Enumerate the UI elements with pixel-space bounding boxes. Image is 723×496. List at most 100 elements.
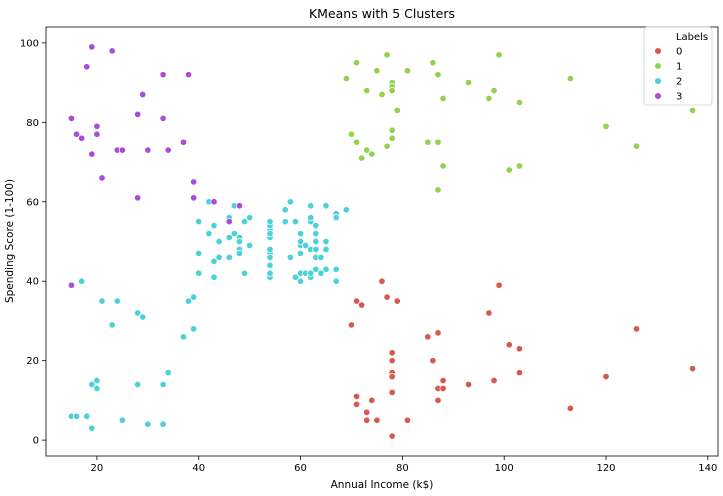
data-point-cluster-2: [286, 198, 294, 206]
data-point-cluster-0: [388, 357, 396, 365]
data-point-cluster-2: [195, 249, 203, 257]
data-point-cluster-2: [317, 253, 325, 261]
x-tick-label: 40: [192, 463, 205, 474]
data-point-cluster-2: [184, 297, 193, 305]
legend-label-0: 0: [676, 47, 682, 58]
data-point-cluster-2: [296, 237, 305, 246]
data-point-cluster-2: [78, 277, 86, 285]
data-point-cluster-1: [373, 67, 381, 75]
data-point-cluster-1: [439, 162, 447, 170]
data-point-cluster-2: [312, 230, 320, 238]
legend-label-3: 3: [676, 92, 682, 103]
y-tick-label: 80: [26, 118, 39, 129]
data-point-cluster-2: [266, 269, 274, 277]
data-point-cluster-0: [388, 349, 396, 357]
data-point-cluster-0: [602, 373, 610, 381]
legend-label-2: 2: [676, 77, 682, 88]
data-point-cluster-0: [378, 277, 386, 285]
y-tick-label: 40: [26, 277, 39, 288]
data-point-cluster-2: [240, 218, 249, 226]
data-point-cluster-2: [322, 265, 330, 273]
plot-area: [45, 26, 719, 457]
data-point-cluster-2: [235, 237, 244, 246]
data-point-cluster-3: [139, 90, 147, 99]
data-point-cluster-1: [378, 90, 386, 99]
legend-marker-2: [654, 77, 662, 85]
data-point-cluster-0: [363, 416, 371, 424]
data-point-cluster-2: [296, 249, 305, 257]
data-point-cluster-2: [93, 384, 101, 393]
data-point-cluster-0: [495, 281, 503, 289]
data-point-cluster-2: [296, 230, 305, 238]
data-point-cluster-1: [358, 154, 366, 162]
data-point-cluster-1: [403, 67, 412, 75]
data-point-cluster-2: [144, 420, 152, 428]
y-axis-label: Spending Score (1-100): [4, 179, 16, 303]
data-point-cluster-1: [352, 138, 361, 146]
data-point-cluster-2: [83, 412, 91, 420]
x-tick-label: 120: [596, 463, 615, 474]
data-point-cluster-3: [190, 178, 198, 186]
data-point-cluster-0: [388, 432, 396, 440]
x-tick-label: 20: [91, 463, 104, 474]
data-point-cluster-2: [190, 293, 198, 301]
data-point-cluster-0: [388, 388, 396, 396]
legend-label-1: 1: [676, 62, 682, 73]
data-point-cluster-3: [83, 63, 91, 71]
data-point-cluster-2: [266, 230, 274, 238]
data-point-cluster-2: [205, 230, 213, 238]
data-point-cluster-3: [184, 71, 193, 79]
data-point-cluster-2: [98, 297, 106, 305]
data-point-cluster-2: [235, 249, 244, 257]
data-point-cluster-0: [352, 392, 361, 400]
legend-marker-0: [654, 47, 662, 55]
data-point-cluster-1: [485, 94, 493, 103]
data-point-cluster-0: [485, 309, 493, 317]
data-point-cluster-2: [118, 416, 126, 424]
data-point-cluster-3: [67, 281, 76, 289]
data-point-cluster-2: [307, 214, 315, 222]
data-point-cluster-2: [215, 237, 223, 246]
data-point-cluster-1: [363, 87, 371, 95]
data-point-cluster-0: [439, 384, 447, 393]
data-point-cluster-2: [322, 245, 330, 253]
y-axis: 0 20 40 60 80 100: [20, 38, 46, 447]
data-point-cluster-3: [144, 146, 152, 154]
data-point-cluster-2: [159, 380, 167, 389]
data-point-cluster-2: [322, 237, 330, 246]
data-point-cluster-2: [164, 369, 172, 377]
data-point-cluster-2: [322, 202, 330, 210]
data-point-cluster-1: [368, 150, 376, 158]
data-point-cluster-1: [352, 59, 361, 67]
data-point-cluster-2: [286, 253, 294, 261]
data-point-cluster-0: [383, 293, 391, 301]
data-point-cluster-2: [266, 253, 274, 261]
data-point-cluster-2: [291, 273, 300, 281]
legend-marker-3: [654, 92, 662, 100]
data-point-cluster-2: [281, 206, 289, 214]
data-point-cluster-3: [88, 43, 96, 51]
data-point-cluster-2: [246, 214, 254, 222]
data-point-cluster-3: [159, 71, 167, 79]
data-point-cluster-2: [195, 269, 203, 277]
legend-box: [643, 26, 713, 106]
data-point-cluster-2: [210, 257, 218, 265]
data-point-cluster-1: [383, 51, 391, 59]
data-point-cluster-1: [393, 106, 401, 114]
data-point-cluster-1: [632, 142, 641, 150]
data-point-cluster-1: [566, 75, 574, 83]
data-point-cluster-2: [179, 333, 188, 341]
data-point-cluster-2: [225, 233, 233, 242]
data-point-cluster-2: [266, 245, 274, 253]
data-point-cluster-2: [240, 269, 249, 277]
x-tick-label: 80: [396, 463, 409, 474]
data-point-cluster-1: [363, 146, 371, 154]
data-point-cluster-1: [515, 98, 524, 107]
data-point-cluster-2: [93, 376, 101, 385]
data-point-cluster-2: [88, 424, 96, 432]
plot-frame: [45, 26, 719, 457]
data-point-cluster-1: [388, 134, 396, 142]
data-point-cluster-1: [464, 79, 473, 87]
y-tick-label: 0: [33, 436, 39, 447]
